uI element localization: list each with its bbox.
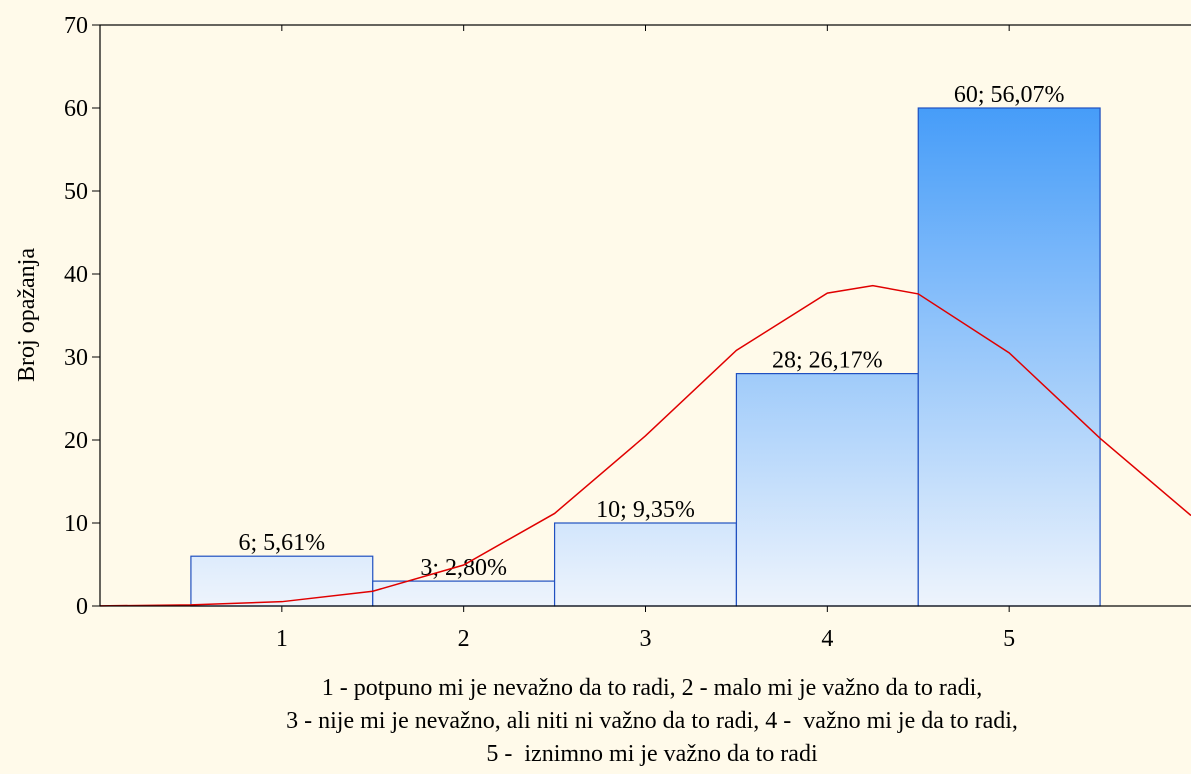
y-tick-label: 40 — [64, 262, 88, 288]
fit-curve — [99, 284, 1191, 607]
bar — [553, 522, 738, 607]
bar — [917, 107, 1101, 607]
y-tick-label: 70 — [64, 13, 88, 39]
y-tick-label: 10 — [64, 511, 88, 537]
data-label: 10; 9,35% — [596, 497, 695, 523]
y-axis-label: Broj opažanja — [14, 248, 40, 382]
x-axis-label: 1 - potpuno mi je nevažno da to radi, 2 … — [322, 675, 982, 701]
data-label: 6; 5,61% — [238, 530, 325, 556]
x-axis-label: 3 - nije mi je nevažno, ali niti ni važn… — [286, 708, 1018, 734]
x-tick-label: 1 — [276, 626, 288, 652]
x-tick-label: 5 — [1003, 626, 1015, 652]
bar — [372, 580, 556, 607]
x-axis-label: 5 - iznimno mi je važno da to radi — [486, 741, 818, 767]
data-label: 28; 26,17% — [772, 348, 883, 374]
x-tick-label: 3 — [640, 626, 652, 652]
y-tick-label: 30 — [64, 345, 88, 371]
bar — [735, 373, 919, 607]
data-label: 3; 2,80% — [420, 555, 507, 581]
plot-frame — [99, 24, 1191, 607]
y-tick-label: 0 — [76, 594, 88, 620]
bar — [190, 555, 374, 607]
x-tick-label: 2 — [458, 626, 470, 652]
x-tick-label: 4 — [821, 626, 833, 652]
data-label: 60; 56,07% — [954, 82, 1065, 108]
y-tick-label: 20 — [64, 428, 88, 454]
y-tick-label: 50 — [64, 179, 88, 205]
y-tick-label: 60 — [64, 96, 88, 122]
